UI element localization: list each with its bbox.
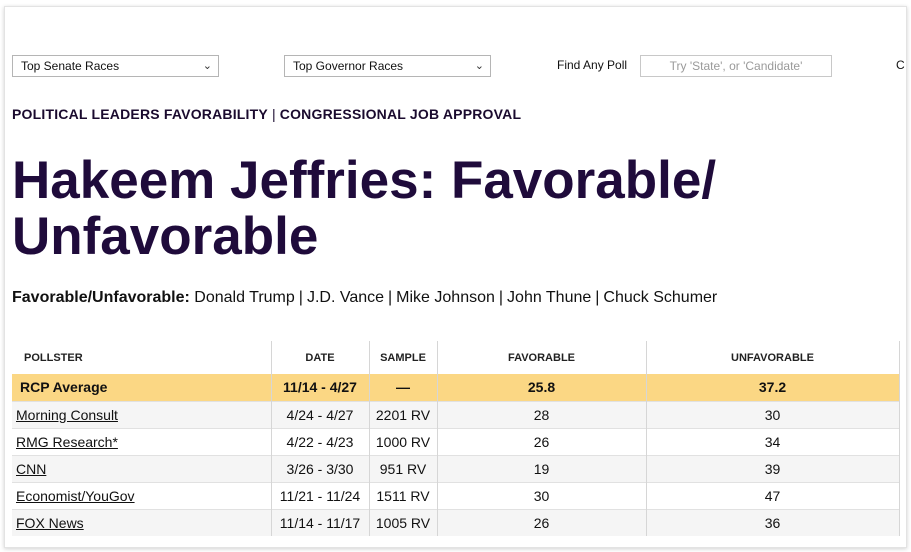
- cell-unfavorable: 47: [646, 481, 900, 509]
- governor-races-select[interactable]: Top Governor Races ⌄: [284, 55, 491, 77]
- cell-pollster: FOX News: [12, 508, 272, 536]
- link-mike-johnson[interactable]: Mike Johnson: [396, 289, 495, 306]
- link-separator: |: [298, 289, 303, 306]
- cell-favorable: 26: [437, 427, 647, 455]
- avg-pollster: RCP Average: [12, 374, 272, 401]
- header-unfavorable: UNFAVORABLE: [646, 341, 900, 374]
- link-john-thune[interactable]: John Thune: [507, 289, 592, 306]
- avg-unfavorable: 37.2: [646, 374, 900, 401]
- cell-sample: 2201 RV: [369, 400, 438, 428]
- cell-pollster: Economist/YouGov: [12, 481, 272, 509]
- cell-pollster: Morning Consult: [12, 400, 272, 428]
- pollster-link[interactable]: Economist/YouGov: [16, 487, 135, 504]
- cell-unfavorable: 36: [646, 508, 900, 536]
- link-separator: |: [498, 289, 504, 306]
- rcp-average-row: RCP Average 11/14 - 4/27 — 25.8 37.2: [12, 374, 900, 401]
- senate-races-select-label: Top Senate Races: [21, 59, 120, 73]
- cell-favorable: 28: [437, 400, 647, 428]
- pollster-link[interactable]: CNN: [16, 460, 47, 477]
- favorability-links-lead: Favorable/Unfavorable:: [12, 289, 190, 306]
- cell-date: 11/14 - 11/17: [271, 508, 370, 536]
- chevron-down-icon: ⌄: [474, 60, 484, 72]
- cell-date: 3/26 - 3/30: [271, 454, 370, 482]
- link-separator: |: [388, 289, 393, 306]
- pollster-link[interactable]: Morning Consult: [16, 406, 118, 423]
- subnav: POLITICAL LEADERS FAVORABILITY | CONGRESSI…: [12, 106, 521, 122]
- truncated-text: C: [896, 58, 905, 72]
- governor-races-select-label: Top Governor Races: [293, 59, 404, 73]
- link-chuck-schumer[interactable]: Chuck Schumer: [603, 289, 718, 306]
- cell-date: 4/24 - 4/27: [271, 400, 370, 428]
- cell-sample: 1005 RV: [369, 508, 438, 536]
- header-favorable: FAVORABLE: [437, 341, 647, 374]
- cell-sample: 1000 RV: [369, 427, 438, 455]
- page-title: Hakeem Jeffries: Favorable/ Unfavorable: [12, 151, 717, 266]
- table-row: Morning Consult 4/24 - 4/27 2201 RV 28 3…: [12, 400, 900, 428]
- avg-sample: —: [369, 374, 438, 401]
- find-poll-label: Find Any Poll: [557, 58, 628, 72]
- find-poll-input[interactable]: Try 'State', or 'Candidate': [640, 55, 832, 77]
- link-jd-vance[interactable]: J.D. Vance: [306, 289, 385, 306]
- cell-favorable: 19: [437, 454, 647, 482]
- cell-date: 4/22 - 4/23: [271, 427, 370, 455]
- top-bar: Top Senate Races ⌄ Top Governor Races ⌄ …: [5, 55, 906, 79]
- cell-sample: 951 RV: [369, 454, 438, 482]
- avg-favorable: 25.8: [437, 374, 647, 401]
- table-header-row: POLLSTER DATE SAMPLE FAVORABLE UNFAVORAB…: [12, 341, 900, 374]
- link-donald-trump[interactable]: Donald Trump: [194, 289, 295, 306]
- cell-date: 11/21 - 11/24: [271, 481, 370, 509]
- cell-sample: 1511 RV: [369, 481, 438, 509]
- page-frame: Top Senate Races ⌄ Top Governor Races ⌄ …: [4, 6, 907, 548]
- cell-unfavorable: 30: [646, 400, 900, 428]
- cell-pollster: CNN: [12, 454, 272, 482]
- subnav-separator: |: [271, 106, 276, 122]
- table-row: Economist/YouGov 11/21 - 11/24 1511 RV 3…: [12, 481, 900, 509]
- header-date: DATE: [271, 341, 370, 374]
- table-row: FOX News 11/14 - 11/17 1005 RV 26 36: [12, 508, 900, 536]
- table-row: RMG Research* 4/22 - 4/23 1000 RV 26 34: [12, 427, 900, 455]
- favorability-links: Favorable/Unfavorable: Donald Trump | J.D.…: [12, 289, 717, 307]
- pollster-link[interactable]: FOX News: [16, 514, 84, 531]
- senate-races-select[interactable]: Top Senate Races ⌄: [12, 55, 219, 77]
- cell-pollster: RMG Research*: [12, 427, 272, 455]
- cell-favorable: 30: [437, 481, 647, 509]
- link-separator: |: [595, 289, 600, 306]
- header-pollster: POLLSTER: [12, 341, 272, 374]
- chevron-down-icon: ⌄: [202, 60, 212, 72]
- avg-date: 11/14 - 4/27: [271, 374, 370, 401]
- header-sample: SAMPLE: [369, 341, 438, 374]
- cell-unfavorable: 34: [646, 427, 900, 455]
- table-row: CNN 3/26 - 3/30 951 RV 19 39: [12, 454, 900, 482]
- pollster-link[interactable]: RMG Research*: [16, 433, 118, 450]
- subnav-link-favorability[interactable]: POLITICAL LEADERS FAVORABILITY: [12, 106, 268, 122]
- subnav-link-congress-approval[interactable]: CONGRESSIONAL JOB APPROVAL: [279, 106, 522, 122]
- cell-favorable: 26: [437, 508, 647, 536]
- cell-unfavorable: 39: [646, 454, 900, 482]
- polls-table: POLLSTER DATE SAMPLE FAVORABLE UNFAVORAB…: [12, 341, 900, 536]
